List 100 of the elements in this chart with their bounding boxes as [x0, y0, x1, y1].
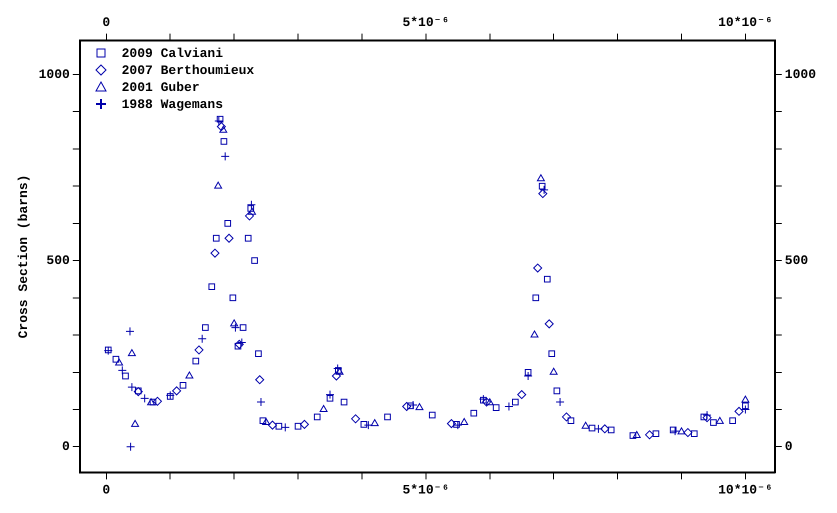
point: [550, 368, 558, 375]
point: [340, 398, 348, 406]
point: [492, 404, 500, 411]
point: [234, 340, 244, 349]
point: [632, 431, 641, 438]
point: [300, 420, 309, 429]
point: [150, 398, 156, 406]
point: [544, 319, 554, 328]
point: [219, 126, 228, 133]
point: [276, 422, 282, 430]
point: [185, 371, 194, 378]
point: [115, 358, 124, 366]
point: [255, 375, 264, 384]
y-tick-label: 0: [62, 438, 70, 454]
point: [562, 412, 571, 422]
point: [446, 419, 456, 428]
point: [533, 264, 542, 273]
point: [220, 138, 228, 145]
point: [260, 417, 266, 424]
point: [351, 414, 360, 424]
point: [678, 427, 686, 434]
point: [134, 388, 142, 394]
point: [224, 234, 234, 243]
point: [702, 413, 712, 422]
point: [224, 220, 232, 227]
point: [470, 410, 478, 417]
point: [332, 371, 341, 380]
point: [208, 283, 216, 290]
point: [588, 424, 596, 432]
point: [152, 396, 162, 406]
legend-label: 2001 Guber: [122, 80, 200, 95]
x-tick-label: 0: [102, 482, 110, 498]
point: [180, 382, 186, 389]
point: [729, 417, 736, 424]
point: [268, 420, 277, 430]
point: [166, 393, 174, 400]
point: [131, 420, 140, 427]
point: [652, 430, 660, 438]
point: [326, 394, 334, 402]
point: [104, 346, 112, 354]
point: [262, 418, 270, 426]
point: [255, 350, 262, 357]
point: [741, 396, 750, 403]
point: [512, 398, 519, 406]
x-tick-label: 5*10⁻⁶: [402, 482, 450, 498]
point: [247, 205, 254, 212]
point: [364, 420, 373, 430]
point: [251, 257, 258, 264]
point: [202, 324, 209, 331]
point: [384, 414, 391, 420]
x2-tick-label: 0: [102, 15, 110, 30]
y2-tick-label: 500: [784, 252, 808, 268]
point: [600, 424, 610, 434]
y2-tick-label: 1000: [784, 66, 816, 82]
point: [212, 234, 220, 242]
point: [700, 414, 708, 420]
point: [486, 398, 494, 406]
y-axis-title: Cross Section (barns): [16, 174, 32, 338]
point: [216, 116, 224, 122]
point: [140, 394, 150, 403]
point: [482, 398, 492, 407]
y-tick-label: 500: [46, 252, 70, 268]
point: [220, 152, 230, 161]
point: [360, 421, 368, 428]
point: [734, 406, 744, 416]
point: [230, 319, 238, 326]
point: [594, 424, 603, 434]
point: [524, 368, 532, 376]
point: [118, 366, 127, 375]
point: [532, 294, 540, 302]
point: [134, 387, 143, 396]
point: [314, 414, 321, 420]
point: [460, 418, 468, 426]
point: [517, 390, 526, 400]
point: [125, 326, 134, 336]
point: [742, 402, 749, 410]
point: [428, 412, 436, 418]
point: [538, 189, 548, 198]
point: [416, 403, 424, 410]
point: [407, 402, 414, 410]
point: [198, 334, 207, 344]
point: [230, 294, 236, 302]
point: [538, 182, 546, 190]
point: [192, 358, 200, 364]
point: [608, 426, 615, 434]
point: [147, 398, 156, 406]
point: [126, 442, 136, 452]
legend-label: 2009 Calviani: [122, 46, 224, 61]
point: [544, 276, 551, 283]
point: [402, 402, 412, 412]
point: [480, 396, 487, 404]
point: [536, 174, 545, 182]
point: [690, 430, 698, 438]
point: [530, 330, 538, 338]
point: [334, 367, 342, 374]
point: [630, 432, 636, 439]
point: [244, 211, 254, 220]
point: [320, 404, 328, 412]
point: [683, 428, 692, 438]
point: [453, 421, 460, 428]
